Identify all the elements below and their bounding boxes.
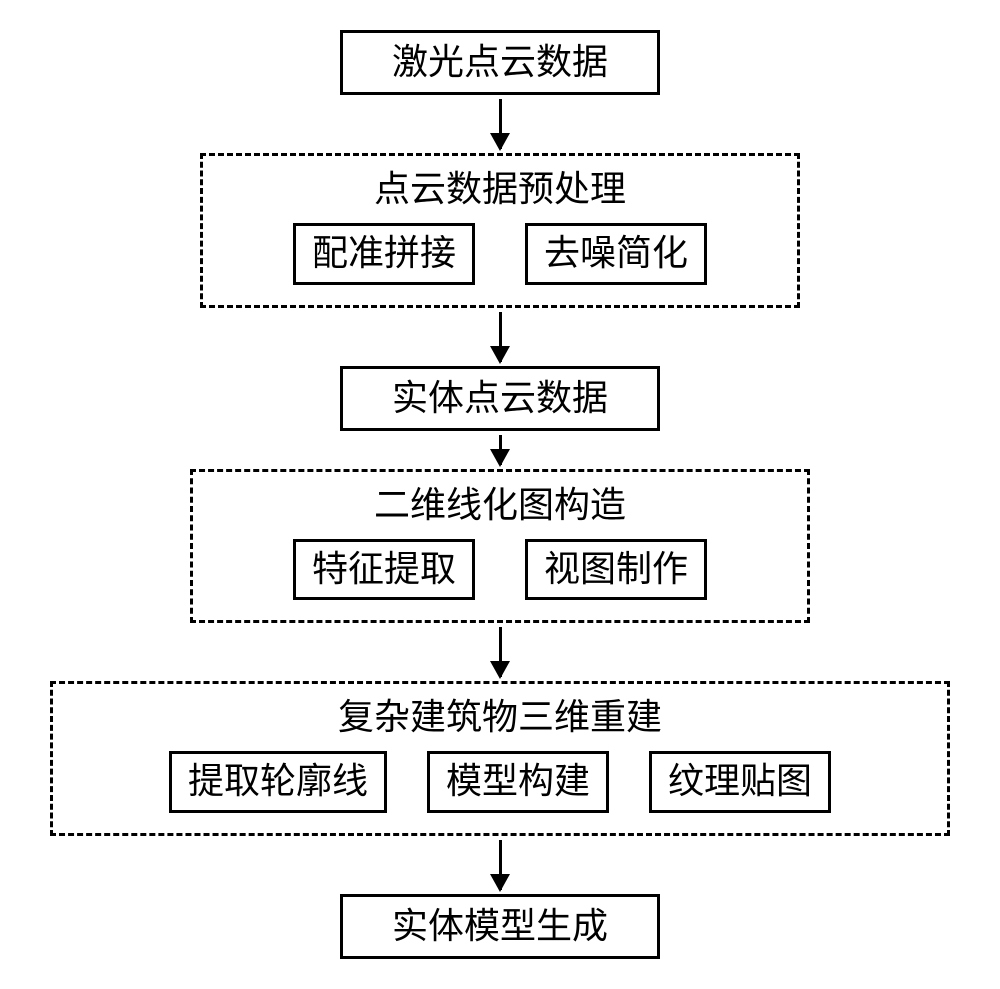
node-registration: 配准拼接: [293, 223, 475, 284]
node-preprocess: 点云数据预处理 配准拼接 去噪简化: [200, 153, 800, 307]
node-2d-line-title: 二维线化图构造: [374, 484, 626, 527]
node-denoise: 去噪简化: [525, 223, 707, 284]
node-texture-map: 纹理贴图: [649, 751, 831, 812]
node-entity-point-cloud: 实体点云数据: [340, 366, 660, 431]
arrow-1: [499, 99, 502, 149]
node-preprocess-children: 配准拼接 去噪简化: [293, 223, 707, 284]
node-2d-line: 二维线化图构造 特征提取 视图制作: [190, 469, 810, 623]
node-3d-reconstruct: 复杂建筑物三维重建 提取轮廓线 模型构建 纹理贴图: [50, 681, 950, 835]
arrow-3: [499, 435, 502, 465]
node-feature-extract: 特征提取: [293, 539, 475, 600]
node-2d-line-children: 特征提取 视图制作: [293, 539, 707, 600]
node-contour-extract: 提取轮廓线: [169, 751, 387, 812]
node-laser-point-cloud: 激光点云数据: [340, 30, 660, 95]
node-preprocess-title: 点云数据预处理: [374, 168, 626, 211]
arrow-4: [499, 627, 502, 677]
node-entity-model: 实体模型生成: [340, 894, 660, 959]
node-view-make: 视图制作: [525, 539, 707, 600]
node-3d-reconstruct-title: 复杂建筑物三维重建: [338, 696, 662, 739]
arrow-2: [499, 312, 502, 362]
arrow-5: [499, 840, 502, 890]
node-model-build: 模型构建: [427, 751, 609, 812]
flowchart-root: 激光点云数据 点云数据预处理 配准拼接 去噪简化 实体点云数据 二维线化图构造 …: [0, 30, 1000, 959]
node-3d-reconstruct-children: 提取轮廓线 模型构建 纹理贴图: [169, 751, 831, 812]
